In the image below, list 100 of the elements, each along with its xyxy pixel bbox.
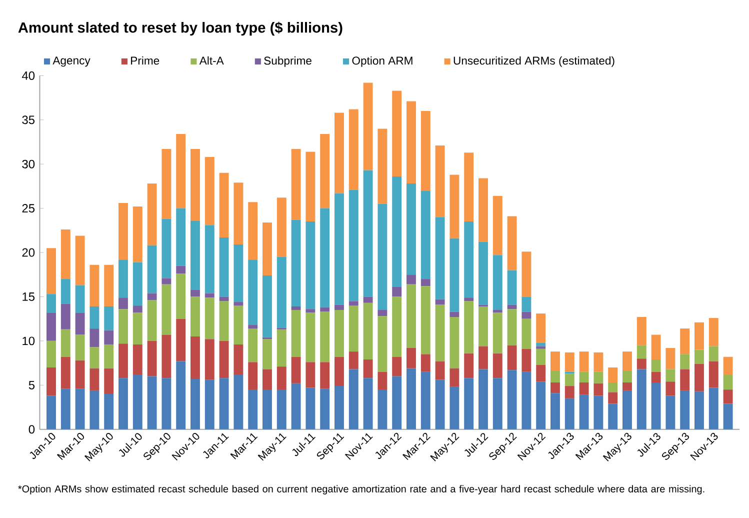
bar <box>132 374 142 430</box>
bar <box>320 134 330 208</box>
bar <box>651 334 661 360</box>
bar <box>219 237 229 297</box>
bar <box>60 229 70 279</box>
bar <box>248 389 258 430</box>
bar <box>234 182 244 244</box>
bar <box>320 208 330 308</box>
bar <box>579 351 589 372</box>
bar <box>435 145 445 218</box>
bar <box>46 248 56 294</box>
bar <box>435 304 445 362</box>
bar <box>435 217 445 300</box>
bar <box>262 369 272 390</box>
bar <box>507 270 517 305</box>
bar <box>492 353 502 378</box>
bar <box>176 318 186 362</box>
bar <box>363 296 373 303</box>
bar <box>348 301 358 306</box>
bar <box>60 356 70 389</box>
bar <box>564 386 574 398</box>
bar <box>60 304 70 330</box>
bar <box>291 310 301 357</box>
bar <box>60 278 70 304</box>
bar <box>46 312 56 341</box>
bar <box>536 348 546 365</box>
bar <box>334 356 344 386</box>
bar <box>507 308 517 346</box>
bar <box>363 82 373 170</box>
legend-label: Agency <box>52 56 90 67</box>
bar <box>464 221 474 298</box>
bar <box>464 301 474 354</box>
bar <box>406 183 416 274</box>
bar <box>291 306 301 310</box>
bar <box>406 284 416 348</box>
bar <box>622 390 632 430</box>
bar <box>162 284 172 335</box>
bar <box>420 286 430 354</box>
bar <box>420 372 430 430</box>
bar <box>522 252 532 297</box>
legend-label: Unsecuritized ARMs (estimated) <box>454 56 614 67</box>
bar <box>406 101 416 184</box>
bar <box>363 302 373 360</box>
bar <box>594 396 604 430</box>
bar <box>378 204 388 310</box>
bar <box>536 364 546 382</box>
bar <box>492 378 502 430</box>
bar <box>450 174 460 238</box>
chart-title: Amount slated to reset by loan type ($ billions) <box>18 22 342 36</box>
bar <box>75 360 85 389</box>
bar <box>348 190 358 302</box>
bar <box>306 362 316 388</box>
bar <box>276 198 286 257</box>
bar <box>334 386 344 430</box>
bar <box>90 346 100 368</box>
bar <box>248 324 258 328</box>
bar <box>594 372 604 384</box>
bar <box>46 294 56 313</box>
bar <box>680 328 690 354</box>
bar <box>608 392 618 404</box>
bar <box>204 156 214 225</box>
bar <box>636 345 646 358</box>
bar <box>334 112 344 194</box>
bar <box>190 336 200 379</box>
bar <box>608 382 618 392</box>
bar <box>651 382 661 430</box>
bar <box>291 220 301 306</box>
bar <box>262 339 272 370</box>
legend-label: Subprime <box>264 56 312 67</box>
bar <box>594 383 604 396</box>
bar <box>450 316 460 368</box>
bar <box>132 206 142 262</box>
bar <box>406 368 416 430</box>
bar <box>204 339 214 380</box>
bar <box>248 259 258 325</box>
bar <box>118 297 128 309</box>
bar <box>147 245 157 294</box>
bar <box>234 374 244 430</box>
bar <box>378 372 388 390</box>
bar <box>147 300 157 341</box>
bar <box>276 329 286 366</box>
bar <box>262 275 272 338</box>
bar <box>75 388 85 430</box>
bar <box>651 359 661 372</box>
bar <box>636 358 646 370</box>
bar <box>104 368 114 394</box>
bar <box>276 389 286 430</box>
y-tick-label: 25 <box>22 204 35 212</box>
bar <box>564 352 574 372</box>
bar <box>666 381 676 396</box>
bar <box>334 310 344 357</box>
bar <box>622 351 632 371</box>
bar <box>104 306 114 330</box>
bar <box>478 369 488 430</box>
bar <box>550 370 560 382</box>
bar <box>320 312 330 362</box>
bar <box>176 134 186 208</box>
bar <box>392 356 402 376</box>
bar <box>104 264 114 306</box>
y-tick-label: 30 <box>22 160 35 168</box>
